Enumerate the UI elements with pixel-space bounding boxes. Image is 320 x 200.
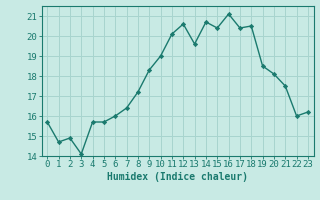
X-axis label: Humidex (Indice chaleur): Humidex (Indice chaleur) (107, 172, 248, 182)
